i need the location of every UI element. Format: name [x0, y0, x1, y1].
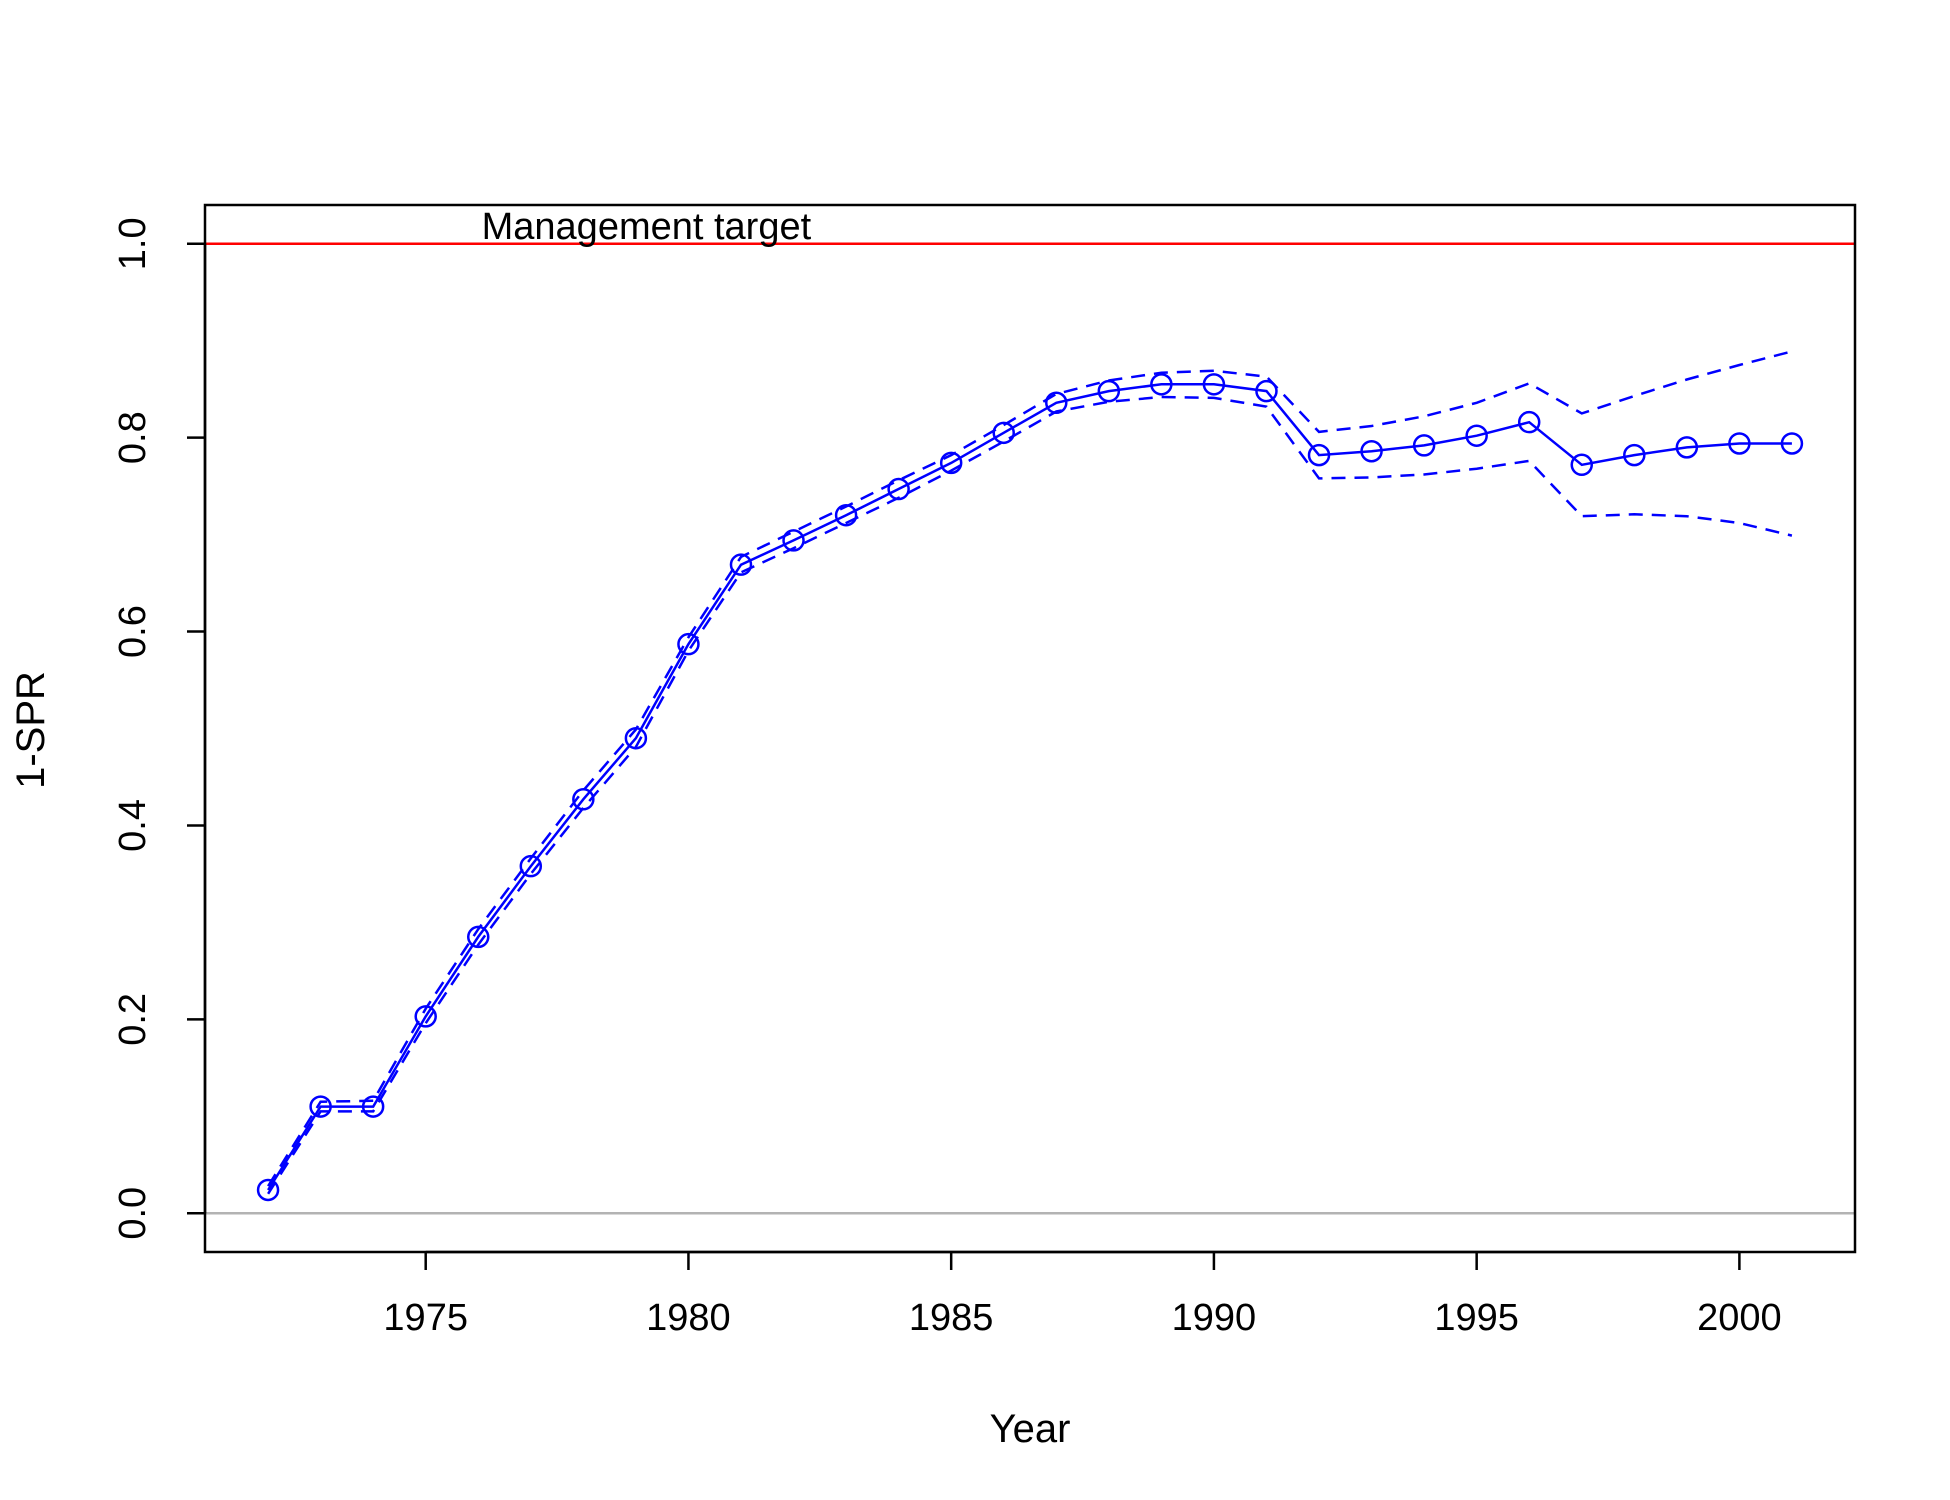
data-point-1992 — [1307, 443, 1331, 467]
data-point-1979 — [624, 726, 648, 750]
upper-interval-line — [267, 350, 1793, 1187]
data-point-1997 — [1570, 453, 1594, 477]
data-point-1983 — [834, 503, 858, 527]
y-axis-label: 1-SPR — [9, 671, 53, 789]
y-tick-label-0.8: 0.8 — [112, 411, 154, 464]
lower-interval-line — [267, 395, 1793, 1195]
y-axis: 0.0 0.2 0.4 0.6 0.8 1.0 — [112, 217, 207, 1240]
data-point-2001 — [1780, 432, 1804, 455]
data-point-1981 — [729, 553, 753, 576]
series-layer — [267, 350, 1793, 1195]
y-tick-label-0.2: 0.2 — [112, 993, 154, 1046]
data-point-1984 — [887, 477, 910, 501]
data-point-1972 — [256, 1178, 280, 1202]
data-point-1987 — [1045, 391, 1068, 415]
y-tick-label-0.0: 0.0 — [112, 1187, 154, 1240]
data-point-1973 — [309, 1095, 332, 1118]
estimate-line — [267, 383, 1792, 1191]
data-point-1989 — [1150, 373, 1173, 396]
data-point-1994 — [1412, 434, 1436, 457]
data-point-1991 — [1255, 379, 1278, 403]
data-point-1995 — [1465, 424, 1488, 447]
data-point-1980 — [677, 632, 700, 656]
x-tick-label-1990: 1990 — [1172, 1297, 1257, 1339]
y-tick-label-0.4: 0.4 — [112, 799, 154, 852]
data-point-1998 — [1623, 443, 1646, 467]
x-tick-label-1995: 1995 — [1434, 1297, 1519, 1339]
data-point-1978 — [572, 788, 595, 811]
data-point-1974 — [361, 1095, 385, 1118]
y-tick-label-1.0: 1.0 — [112, 217, 154, 270]
data-point-1976 — [466, 925, 490, 949]
data-point-1982 — [782, 529, 805, 552]
y-tick-label-0.6: 0.6 — [112, 605, 154, 658]
data-point-1990 — [1202, 373, 1226, 396]
x-tick-label-2000: 2000 — [1697, 1297, 1782, 1339]
x-tick-label-1980: 1980 — [646, 1297, 731, 1339]
data-point-1996 — [1517, 410, 1541, 434]
data-point-1977 — [519, 854, 543, 878]
data-point-1999 — [1675, 436, 1699, 459]
reference-lines — [205, 242, 1855, 1215]
data-point-2000 — [1728, 432, 1751, 455]
data-point-1988 — [1097, 379, 1121, 403]
x-tick-label-1985: 1985 — [909, 1297, 994, 1339]
data-point-1986 — [992, 421, 1015, 445]
data-point-1985 — [939, 451, 963, 475]
plot-frame — [203, 203, 1857, 1254]
data-point-1993 — [1360, 439, 1383, 463]
x-axis: 1975 1980 1985 1990 1995 2000 — [383, 1250, 1782, 1339]
management-target-label: Management target — [482, 206, 812, 248]
x-tick-label-1975: 1975 — [383, 1297, 468, 1339]
data-point-1975 — [414, 1005, 437, 1028]
x-axis-label: Year — [990, 1407, 1071, 1451]
points-layer — [256, 373, 1804, 1202]
